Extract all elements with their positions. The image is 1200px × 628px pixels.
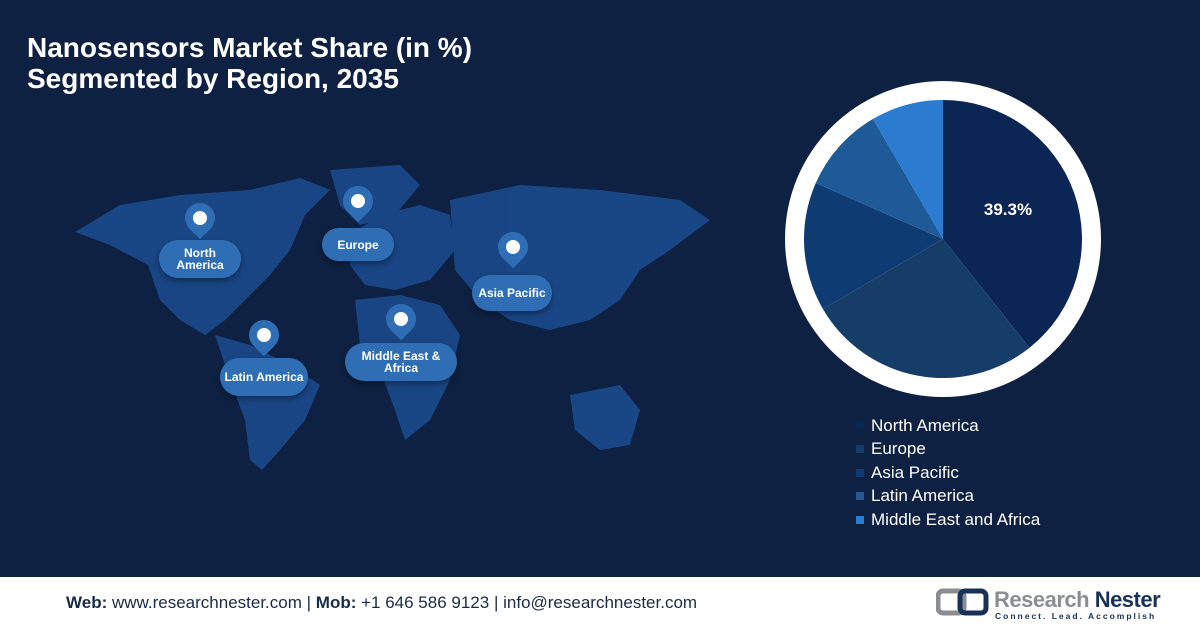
legend-swatch <box>856 515 864 524</box>
pie-chart: 39.3% <box>785 81 1101 397</box>
legend-swatch <box>856 468 864 477</box>
legend-swatch <box>856 445 864 454</box>
label-asia-pacific: Asia Pacific <box>472 275 552 311</box>
label-north-america: North America <box>159 240 241 278</box>
pie-slice-europe <box>822 239 1030 378</box>
legend-item: Europe <box>856 438 1040 462</box>
logo-mark-icon <box>935 588 989 616</box>
legend-swatch <box>856 492 864 501</box>
legend-item: Asia Pacific <box>856 461 1040 485</box>
legend-label: Latin America <box>871 486 974 506</box>
legend-item: North America <box>856 414 1040 438</box>
legend-label: North America <box>871 415 979 435</box>
pie-slice-north-america <box>943 100 1082 348</box>
pie-slice-latin-america <box>815 118 943 239</box>
phone: +1 646 586 9123 <box>361 593 490 612</box>
research-nester-logo: Research Nester Connect. Lead. Accomplis… <box>935 587 1161 622</box>
label-middle-east-africa: Middle East & Africa <box>345 343 457 381</box>
website-link[interactable]: www.researchnester.com <box>111 593 302 612</box>
legend-item: Middle East and Africa <box>856 508 1040 532</box>
legend-item: Latin America <box>856 485 1040 509</box>
pie-slice-asia-pacific <box>804 182 943 310</box>
legend-label: Middle East and Africa <box>871 509 1041 529</box>
footer: Web: www.researchnester.com | Mob: +1 64… <box>0 577 1200 628</box>
map-europe <box>350 205 455 290</box>
pie-slice-middle-east-and-africa <box>872 100 943 239</box>
chart-title: Nanosensors Market Share (in %) Segmente… <box>27 32 473 94</box>
data-label-north-america: 39.3% <box>984 200 1032 219</box>
map-latin-america <box>215 335 320 470</box>
email-link[interactable]: info@researchnester.com <box>503 593 698 612</box>
label-europe: Europe <box>322 228 394 261</box>
legend-label: Asia Pacific <box>871 462 959 482</box>
map-australia <box>570 385 640 450</box>
legend-swatch <box>856 421 864 430</box>
contact-info: Web: www.researchnester.com | Mob: +1 64… <box>66 593 698 612</box>
legend-label: Europe <box>871 439 926 459</box>
label-latin-america: Latin America <box>220 358 308 396</box>
legend: North America Europe Asia Pacific Latin Ame… <box>856 414 1040 532</box>
